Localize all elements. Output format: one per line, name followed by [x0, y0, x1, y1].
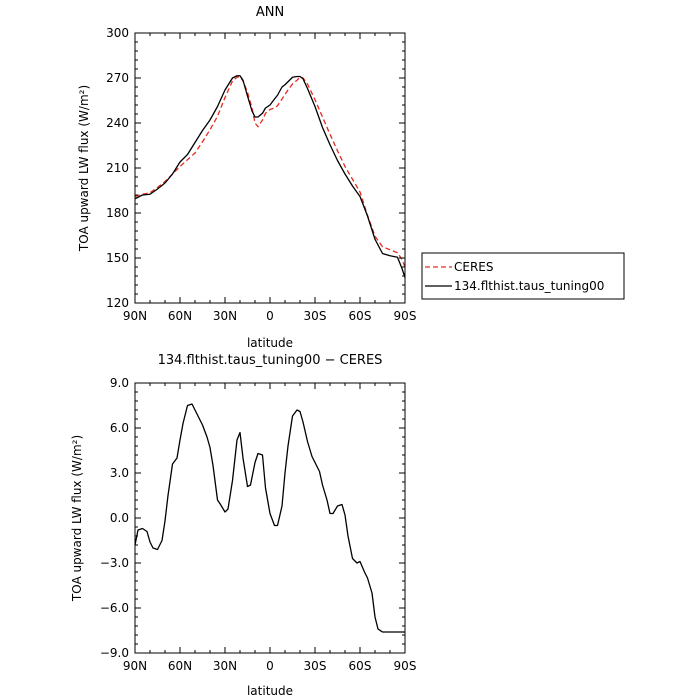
legend-label-ceres: CERES — [454, 260, 494, 274]
bottom-y-axis-label: TOA upward LW flux (W/m²) — [70, 435, 84, 602]
top-y-tick-label: 240 — [106, 116, 129, 130]
bottom-y-axis: −9.0 −6.0 −3.0 0.0 3.0 6.0 9.0 — [100, 376, 405, 660]
top-chart-title: ANN — [256, 5, 284, 20]
bottom-x-tick-label: 0 — [266, 659, 274, 673]
bottom-series-line-0 — [134, 403, 405, 633]
top-y-axis-label: TOA upward LW flux (W/m²) — [77, 85, 91, 252]
bottom-x-axis: 90N 60N 30N 0 30S 60S 90S — [123, 383, 417, 673]
legend-box — [421, 252, 625, 300]
top-y-tick-label: 120 — [106, 296, 129, 310]
top-x-axis: 90N 60N 30N 0 30S 60S 90S — [123, 33, 417, 323]
top-series-line-134-flthist-taus-tuning00 — [134, 75, 406, 278]
bottom-plot-frame — [134, 382, 406, 654]
bottom-panel: 134.flthist.taus_tuning00 − CERES −9.0 −6… — [70, 353, 416, 698]
bottom-y-tick-label: 6.0 — [110, 421, 129, 435]
bottom-x-tick-label: 30S — [304, 659, 327, 673]
top-series-line-ceres — [134, 75, 406, 268]
top-x-tick-label: 0 — [266, 309, 274, 323]
bottom-y-tick-label: 9.0 — [110, 376, 129, 390]
bottom-x-tick-label: 60S — [349, 659, 372, 673]
top-y-tick-label: 210 — [106, 161, 129, 175]
top-x-tick-label: 30S — [304, 309, 327, 323]
bottom-chart-title: 134.flthist.taus_tuning00 − CERES — [158, 353, 383, 368]
top-series-group — [134, 75, 406, 278]
top-x-axis-label: latitude — [247, 336, 293, 350]
top-y-tick-label: 180 — [106, 206, 129, 220]
top-x-tick-label: 30N — [213, 309, 237, 323]
bottom-x-tick-label: 60N — [168, 659, 192, 673]
top-y-axis: 120 150 180 210 240 270 300 — [106, 26, 405, 310]
bottom-y-tick-label: −6.0 — [100, 601, 129, 615]
top-x-tick-label: 90N — [123, 309, 147, 323]
bottom-x-axis-label: latitude — [247, 684, 293, 698]
top-y-tick-label: 270 — [106, 71, 129, 85]
legend-label-model: 134.flthist.taus_tuning00 — [454, 279, 604, 293]
top-panel: ANN 120 150 180 210 240 270 300 90N 60N 30N 0 30S 6… — [77, 5, 416, 350]
bottom-x-tick-label: 90N — [123, 659, 147, 673]
legend: CERES 134.flthist.taus_tuning00 — [421, 252, 625, 300]
bottom-series-group — [134, 403, 405, 633]
bottom-x-tick-label: 30N — [213, 659, 237, 673]
bottom-y-tick-label: 3.0 — [110, 466, 129, 480]
top-x-tick-label: 60S — [349, 309, 372, 323]
bottom-y-tick-label: −9.0 — [100, 646, 129, 660]
top-x-tick-label: 60N — [168, 309, 192, 323]
bottom-x-tick-label: 90S — [394, 659, 417, 673]
bottom-y-tick-label: −3.0 — [100, 556, 129, 570]
top-y-tick-label: 150 — [106, 251, 129, 265]
top-x-tick-label: 90S — [394, 309, 417, 323]
top-y-tick-label: 300 — [106, 26, 129, 40]
bottom-y-tick-label: 0.0 — [110, 511, 129, 525]
